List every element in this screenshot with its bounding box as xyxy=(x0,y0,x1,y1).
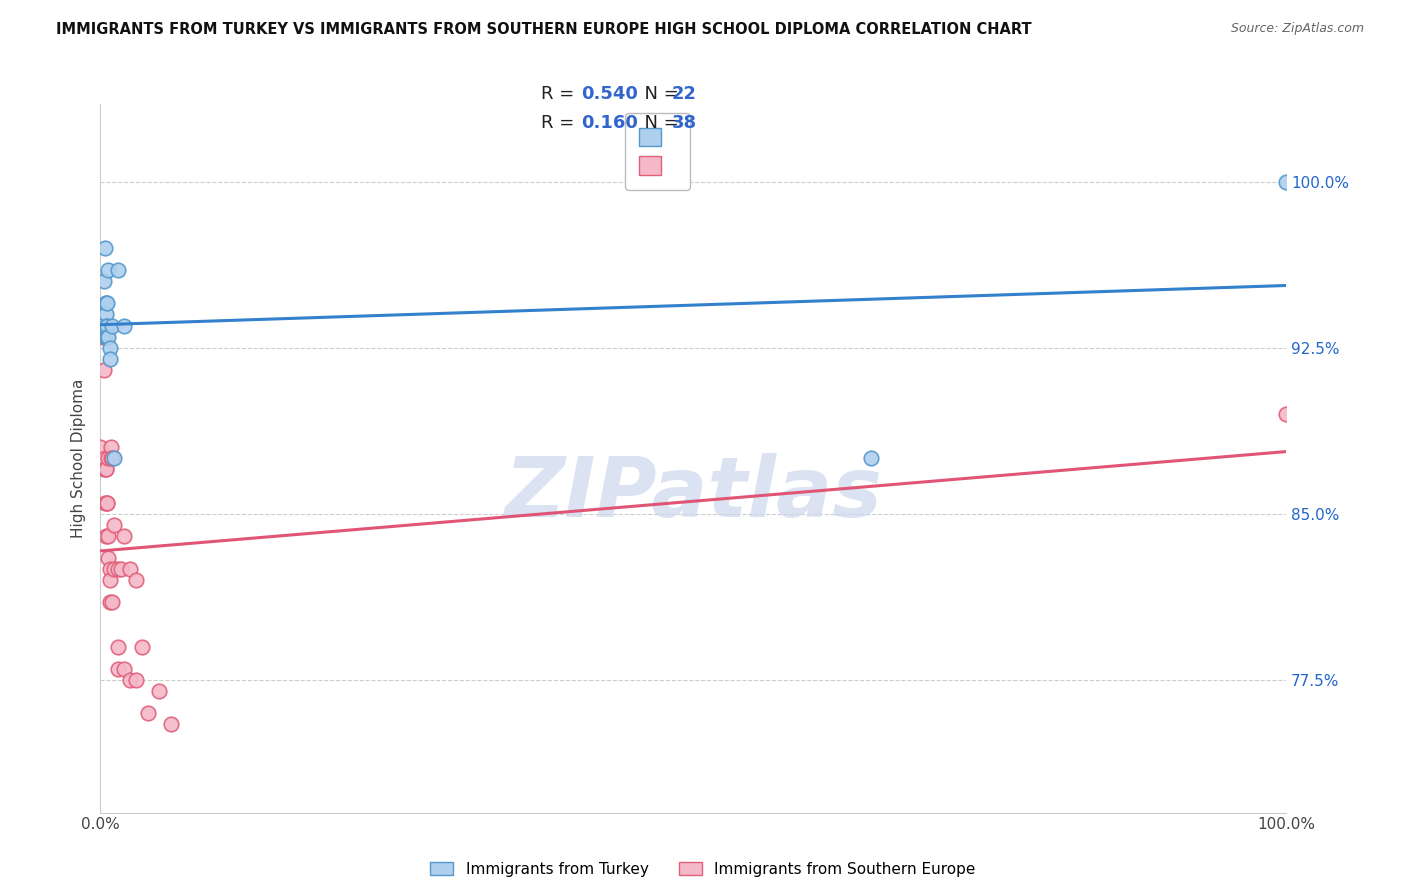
Point xyxy=(110,562,132,576)
Point xyxy=(100,440,122,454)
Point xyxy=(94,462,117,476)
Text: 0.160: 0.160 xyxy=(581,114,637,132)
Point xyxy=(97,529,120,543)
Point xyxy=(97,263,120,277)
Point xyxy=(98,351,121,366)
Point xyxy=(107,263,129,277)
Legend: Immigrants from Turkey, Immigrants from Southern Europe: Immigrants from Turkey, Immigrants from … xyxy=(423,854,983,884)
Point xyxy=(91,329,114,343)
Point xyxy=(100,451,122,466)
Point xyxy=(107,562,129,576)
Point xyxy=(118,673,141,687)
Point xyxy=(103,562,125,576)
Point xyxy=(89,440,111,454)
Point xyxy=(859,451,882,466)
Point xyxy=(1275,175,1298,189)
Text: 0.540: 0.540 xyxy=(581,85,637,103)
Text: N =: N = xyxy=(633,114,685,132)
Point xyxy=(107,640,129,654)
Point xyxy=(97,329,120,343)
Point xyxy=(93,462,115,476)
Point xyxy=(94,308,117,322)
Text: 22: 22 xyxy=(672,85,697,103)
Point xyxy=(97,551,120,566)
Text: Source: ZipAtlas.com: Source: ZipAtlas.com xyxy=(1230,22,1364,36)
Point xyxy=(118,562,141,576)
Text: R =: R = xyxy=(541,114,581,132)
Point xyxy=(103,451,125,466)
Point xyxy=(93,274,115,288)
Legend: , : , xyxy=(626,113,690,190)
Point xyxy=(96,329,118,343)
Point xyxy=(93,363,115,377)
Point xyxy=(94,318,117,333)
Point xyxy=(136,706,159,720)
Point xyxy=(94,495,117,509)
Point xyxy=(89,318,111,333)
Point xyxy=(112,318,135,333)
Point xyxy=(98,595,121,609)
Point xyxy=(94,529,117,543)
Point xyxy=(94,296,117,310)
Point xyxy=(131,640,153,654)
Point xyxy=(101,318,124,333)
Point xyxy=(96,495,118,509)
Point xyxy=(94,329,117,343)
Point xyxy=(98,573,121,587)
Point xyxy=(96,296,118,310)
Point xyxy=(98,562,121,576)
Point xyxy=(125,673,148,687)
Text: 38: 38 xyxy=(672,114,697,132)
Point xyxy=(148,683,170,698)
Point xyxy=(94,329,117,343)
Point xyxy=(112,529,135,543)
Point xyxy=(94,296,117,310)
Text: ZIPatlas: ZIPatlas xyxy=(505,453,882,534)
Point xyxy=(103,517,125,532)
Point xyxy=(97,451,120,466)
Point xyxy=(1275,407,1298,421)
Point xyxy=(101,595,124,609)
Point xyxy=(94,462,117,476)
Y-axis label: High School Diploma: High School Diploma xyxy=(72,379,86,538)
Text: R =: R = xyxy=(541,85,581,103)
Point xyxy=(98,341,121,355)
Point xyxy=(112,662,135,676)
Point xyxy=(125,573,148,587)
Point xyxy=(107,662,129,676)
Point xyxy=(101,451,124,466)
Point xyxy=(160,717,183,731)
Point xyxy=(96,318,118,333)
Point xyxy=(94,241,117,255)
Point xyxy=(94,451,117,466)
Point xyxy=(96,495,118,509)
Text: IMMIGRANTS FROM TURKEY VS IMMIGRANTS FROM SOUTHERN EUROPE HIGH SCHOOL DIPLOMA CO: IMMIGRANTS FROM TURKEY VS IMMIGRANTS FRO… xyxy=(56,22,1032,37)
Text: N =: N = xyxy=(633,85,685,103)
